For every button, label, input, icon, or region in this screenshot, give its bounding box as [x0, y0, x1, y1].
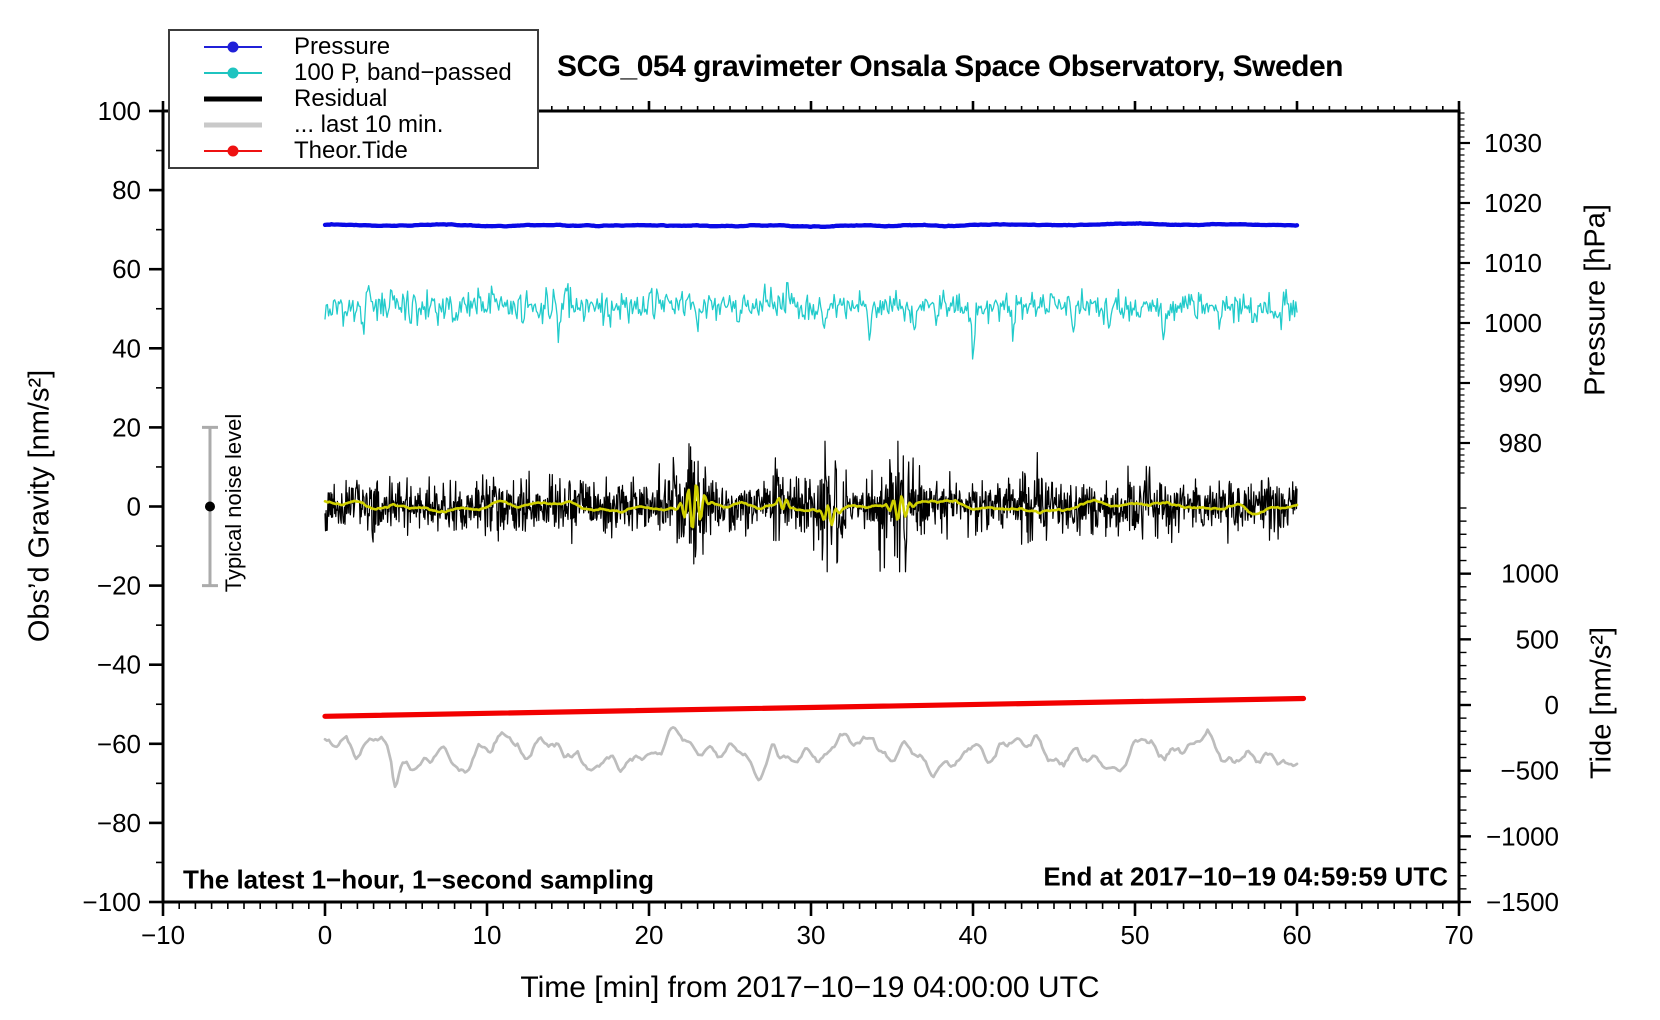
pressure-tick-label: 1000	[1484, 308, 1542, 338]
end-time-note: End at 2017−10−19 04:59:59 UTC	[1043, 861, 1448, 892]
gravity-tick-label: 40	[112, 333, 141, 363]
gravity-tick-label: −40	[97, 650, 141, 680]
legend-item-last10min: ... last 10 min.	[170, 111, 537, 138]
series-theor-tide	[322, 695, 1307, 719]
legend-dot-marker	[227, 145, 239, 157]
legend-label: Pressure	[294, 33, 391, 60]
x-tick-label: 60	[1283, 920, 1312, 950]
sampling-note: The latest 1−hour, 1−second sampling	[183, 864, 655, 895]
tide-tick-label: −500	[1500, 756, 1559, 786]
series-100-p-band-passed	[324, 282, 1298, 360]
x-tick-label: 50	[1121, 920, 1150, 950]
gravity-tick-label: 20	[112, 412, 141, 442]
x-tick-label: 70	[1445, 920, 1474, 950]
pressure-tick-label: 1010	[1484, 248, 1542, 278]
x-tick-label: 0	[318, 920, 332, 950]
legend-line-swatch	[204, 96, 262, 102]
x-tick-label: 30	[797, 920, 826, 950]
gravity-tick-label: 60	[112, 254, 141, 284]
x-tick-label: 10	[473, 920, 502, 950]
tide-axis-label: Tide [nm/s²]	[1585, 626, 1618, 780]
legend-item-pressure: Pressure	[170, 33, 537, 60]
pressure-tick-label: 1020	[1484, 188, 1542, 218]
legend-dot-marker	[227, 41, 239, 53]
legend-label: Theor.Tide	[294, 137, 408, 164]
tide-tick-label: 0	[1545, 690, 1559, 720]
legend-label: Residual	[294, 85, 388, 112]
legend-item-bandpassed: 100 P, band−passed	[170, 59, 537, 86]
tide-tick-label: −1000	[1486, 821, 1559, 851]
series-residual	[324, 440, 1298, 573]
gravity-tick-label: −60	[97, 729, 141, 759]
legend-label: 100 P, band−passed	[294, 59, 512, 86]
x-tick-label: 20	[635, 920, 664, 950]
gravity-tick-label: −100	[82, 887, 141, 917]
legend-item-theor-tide: Theor.Tide	[170, 137, 537, 164]
gravity-tick-label: 0	[127, 492, 141, 522]
noise-level-label: Typical noise level	[221, 413, 246, 593]
x-axis-label: Time [min] from 2017−10−19 04:00:00 UTC	[520, 971, 1100, 1004]
tide-tick-label: −1500	[1486, 887, 1559, 917]
chart-title: SCG_054 gravimeter Onsala Space Observat…	[557, 50, 1344, 83]
gravity-tick-label: 100	[98, 96, 141, 126]
gravity-tick-label: −80	[97, 808, 141, 838]
x-tick-label: 40	[959, 920, 988, 950]
tide-tick-label: 1000	[1501, 559, 1559, 589]
pressure-tick-label: 980	[1499, 428, 1542, 458]
legend-sample	[204, 145, 262, 157]
legend-sample	[204, 93, 262, 105]
legend-dot-marker	[227, 67, 239, 79]
legend-sample	[204, 67, 262, 79]
legend: Pressure 100 P, band−passed Residual ...…	[168, 29, 539, 169]
gravity-axis-label: Obs’d Gravity [nm/s²]	[23, 369, 56, 643]
legend-sample	[204, 119, 262, 131]
tide-tick-label: 500	[1516, 624, 1559, 654]
pressure-tick-label: 1030	[1484, 128, 1542, 158]
pressure-axis-label: Pressure [hPa]	[1579, 204, 1612, 396]
pressure-tick-label: 990	[1499, 368, 1542, 398]
legend-item-residual: Residual	[170, 85, 537, 112]
x-tick-label: −10	[141, 920, 185, 950]
gravity-tick-label: −20	[97, 571, 141, 601]
legend-line-swatch	[204, 122, 262, 128]
series-residual-smoothed-overlay	[323, 484, 1299, 529]
gravity-tick-label: 80	[112, 175, 141, 205]
legend-sample	[204, 41, 262, 53]
series-pressure	[322, 221, 1300, 229]
series--last-10-min-	[323, 726, 1299, 789]
noise-bar-dot	[204, 501, 215, 512]
legend-label: ... last 10 min.	[294, 111, 444, 138]
